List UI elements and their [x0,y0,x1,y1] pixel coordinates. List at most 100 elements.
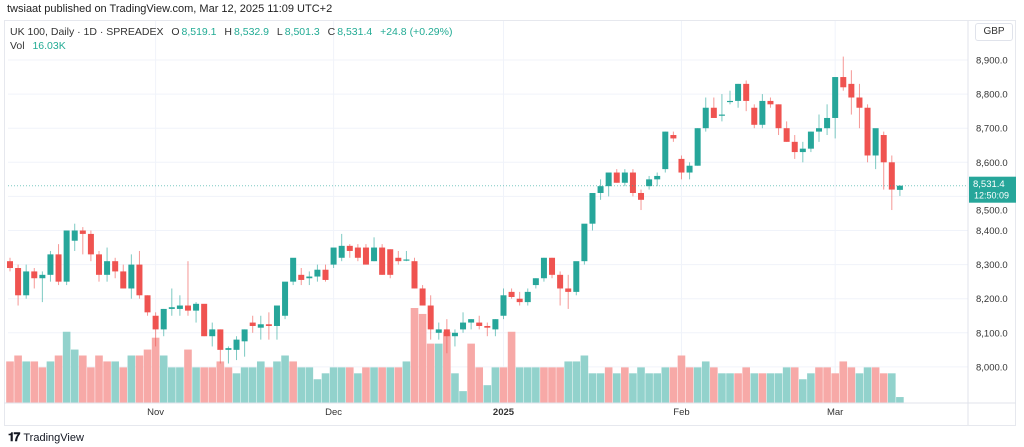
candle [95,250,102,282]
volume-bar [896,397,904,403]
candle-body [840,77,847,88]
candle-body [646,179,653,187]
volume-bar [248,367,257,403]
volume-bar [612,373,621,403]
volume-bar [750,373,759,403]
x-tick-label: Feb [673,407,689,418]
candle [290,257,297,286]
candle-body [427,305,434,330]
candle-body [338,245,345,258]
candle-body [15,268,22,296]
candle-body [7,261,13,269]
candle [646,175,653,190]
volume-bar [79,355,87,403]
volume-label: Vol [10,40,25,52]
volume-bar [54,355,63,403]
candle [896,185,903,196]
candle-body [362,247,369,265]
chart-legend: UK 100, Daily · 1D · SPREADEX O 8,519.1 H… [10,25,454,53]
volume-bars [6,308,904,403]
volume-bar [184,349,192,403]
candle [799,141,806,163]
volume-bar [693,367,702,403]
candle [605,172,612,197]
candle [273,305,280,340]
brand-name: TradingView [23,431,84,444]
candle [629,169,636,197]
candle [31,268,38,289]
x-tick-label: Dec [325,407,342,418]
candle [112,257,119,279]
volume-bar [256,361,265,403]
volume-bar [273,361,281,403]
volume-bar [645,373,653,403]
candle [395,250,402,265]
volume-bar [192,367,200,403]
candle-body [95,254,102,275]
candle-body [23,271,30,296]
tradingview-logo-icon: 𝟏𝟕 [8,430,20,444]
candle [508,288,515,299]
candle-body [662,131,669,170]
candle-body [880,135,887,163]
volume-bar [38,367,47,403]
time-axis: Nov Dec 2025 Feb Mar [4,402,1016,418]
candle-body [104,261,111,275]
candle-body [775,104,782,129]
y-tick-label: 8,500.0 [976,206,1008,217]
volume-bar [661,367,670,403]
volume-bar [200,367,208,403]
volume-bar [807,373,815,403]
candle [201,303,208,337]
volume-bar [281,355,289,403]
candle [387,249,394,279]
candle [767,97,774,108]
x-tick-label: Nov [147,407,164,418]
candles [7,56,903,364]
y-tick-label: 8,600.0 [976,158,1008,169]
volume-bar [847,367,856,403]
candle [856,83,863,129]
volume-bar [790,367,799,403]
candle-body [387,249,394,275]
candle [71,223,78,251]
legend-volume-row: Vol 16.03K [10,39,454,53]
candle [298,268,305,286]
currency-button[interactable]: GBP [975,23,1013,41]
candle [678,155,685,180]
candle [888,155,895,211]
volume-bar [718,373,726,403]
last-price-marker: 8,531.412:50:09 [8,176,1016,203]
y-tick-label: 8,400.0 [976,226,1008,237]
candle [23,264,30,299]
symbol-label[interactable]: UK 100, Daily · 1D · SPREADEX [10,26,164,38]
volume-bar [604,367,613,403]
candle-body [193,303,200,311]
candle [654,172,661,187]
candle [346,244,353,258]
candle [638,189,645,211]
volume-bar [14,355,22,403]
candle-body [176,305,183,309]
candle [662,131,669,173]
candle-body [168,307,175,309]
chart-frame [4,20,1016,426]
y-tick-label: 8,300.0 [976,260,1008,271]
volume-bar [734,373,742,403]
candle [791,135,798,159]
candle [419,285,426,306]
tradingview-logo[interactable]: 𝟏𝟕 TradingView [8,430,84,445]
candle [549,257,556,279]
volume-bar [232,373,241,403]
volume-bar [459,391,467,403]
volume-bar [103,361,111,403]
candle-body [233,339,240,350]
candle [581,223,588,265]
legend-ohlc-row: UK 100, Daily · 1D · SPREADEX O 8,519.1 H… [10,25,454,39]
candle-body [314,269,321,277]
candle-body [816,128,822,132]
candle [225,346,232,364]
candle [516,291,523,306]
candle-body [451,332,458,337]
